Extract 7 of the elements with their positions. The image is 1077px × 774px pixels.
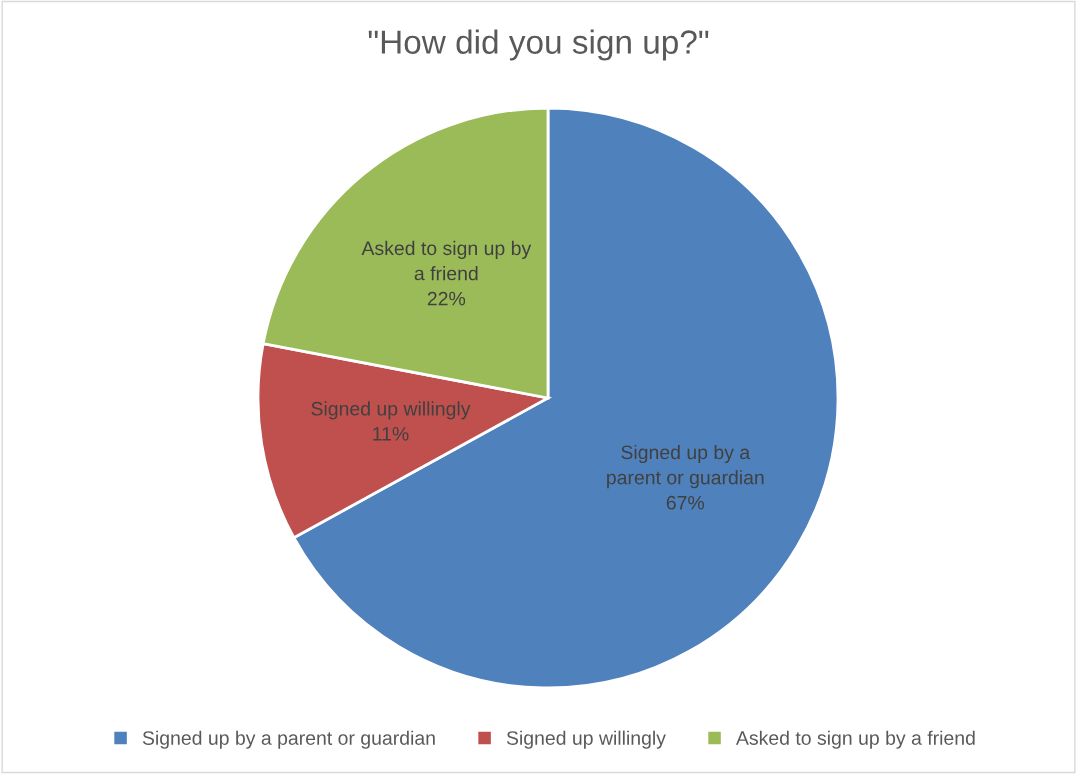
data-label: Signed up willingly 11% xyxy=(311,401,471,441)
legend-label: Asked to sign up by a friend xyxy=(735,730,975,749)
legend-label: Signed up willingly xyxy=(506,730,666,749)
data-label: Signed up by a parent or guardian 67% xyxy=(607,444,764,510)
data-label: Asked to sign up by a friend 22% xyxy=(361,240,532,306)
legend-label: Signed up by a parent or guardian xyxy=(142,730,435,749)
chart-title: "How did you sign up?" xyxy=(368,29,709,61)
